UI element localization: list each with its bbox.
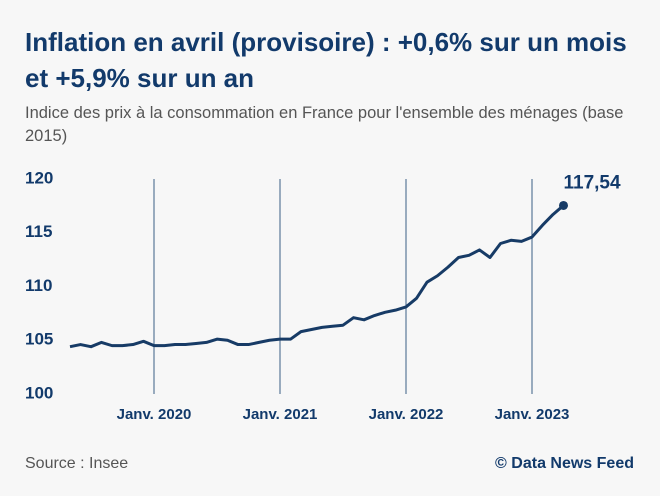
y-tick-label: 120	[25, 168, 53, 187]
chart-subtitle: Indice des prix à la consommation en Fra…	[25, 104, 624, 145]
end-point	[559, 200, 568, 210]
y-tick-label: 100	[25, 383, 53, 402]
y-tick-label: 105	[25, 330, 53, 349]
credit: © Data News Feed	[495, 455, 634, 472]
line	[69, 204, 565, 349]
x-tick-label: Janv. 2022	[369, 406, 444, 423]
data-label: 117,54	[564, 172, 621, 193]
x-tick-label: Janv. 2021	[243, 406, 318, 423]
x-tick-label: Janv. 2020	[117, 406, 192, 423]
source: Source : Insee	[25, 455, 129, 472]
x-tick-label: Janv. 2023	[495, 406, 570, 423]
chart-title: Inflation en avril (provisoire) : +0,6% …	[25, 27, 627, 93]
y-tick-label: 110	[25, 276, 52, 295]
y-tick-label: 115	[25, 222, 52, 241]
